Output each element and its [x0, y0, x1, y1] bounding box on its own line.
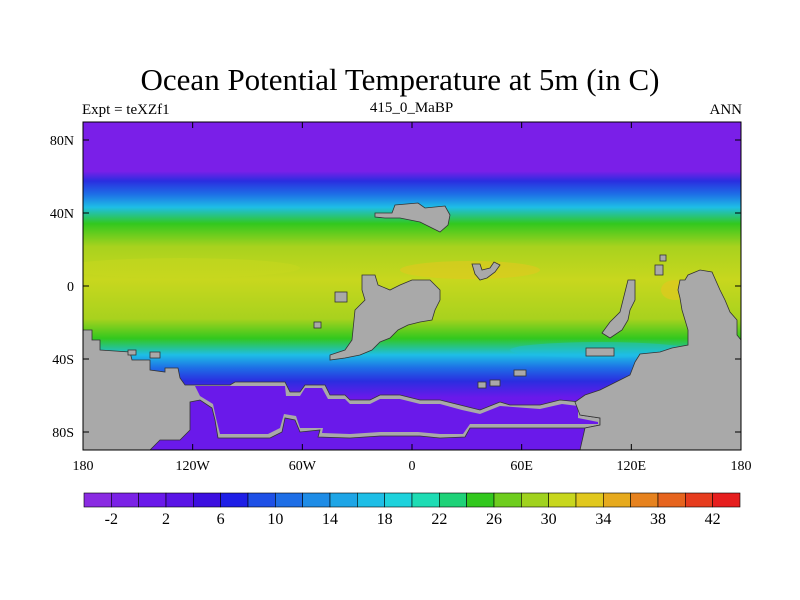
- season-label: ANN: [709, 102, 743, 118]
- colorbar-swatch: [384, 492, 413, 508]
- lon-tick-label: 120W: [176, 459, 211, 474]
- colorbar-swatch: [220, 492, 249, 508]
- colorbar-swatch: [712, 492, 741, 508]
- lat-axis: 80N 40N 0 40S 80S: [50, 134, 741, 441]
- polar-sea: [195, 386, 598, 434]
- colorbar-swatch: [275, 492, 303, 508]
- land-island: [585, 347, 615, 357]
- colorbar-swatch: [630, 492, 659, 508]
- colorbar-label: 6: [217, 511, 225, 528]
- lon-tick-label: 60W: [289, 459, 317, 474]
- colorbar-swatch: [165, 492, 194, 508]
- colorbar-swatch: [193, 492, 221, 508]
- lat-tick-label: 40S: [52, 353, 74, 368]
- land-north-continent: [374, 202, 451, 233]
- lon-tick-label: 60E: [510, 459, 533, 474]
- map-title: Ocean Potential Temperature at 5m (in C): [140, 62, 660, 97]
- colorbar-swatch: [493, 492, 522, 508]
- colorbar-label: 30: [541, 511, 557, 528]
- land-island: [313, 321, 322, 329]
- colorbar-swatch: [548, 492, 577, 508]
- colorbar: -2 2 6 10 14 18 22 26 30 34 38 42: [83, 492, 741, 528]
- warm-spot: [400, 261, 540, 279]
- colorbar-swatch: [603, 492, 631, 508]
- time-label: 415_0_MaBP: [369, 100, 454, 116]
- land-central-continent: [329, 274, 441, 361]
- colorbar-label: 26: [486, 511, 502, 528]
- colorbar-swatch: [685, 492, 713, 508]
- colorbar-swatch: [357, 492, 385, 508]
- colorbar-swatch: [657, 492, 686, 508]
- colorbar-swatch: [521, 492, 549, 508]
- land-island: [471, 261, 501, 281]
- colorbar-swatch: [575, 492, 604, 508]
- colorbar-swatch: [466, 492, 495, 508]
- lat-tick-label: 80S: [52, 426, 74, 441]
- colorbar-label: 2: [162, 511, 170, 528]
- colorbar-label: 18: [377, 511, 393, 528]
- colorbar-swatch: [111, 492, 139, 508]
- land-peninsula: [601, 279, 636, 339]
- colorbar-swatch: [247, 492, 276, 508]
- lat-tick-label: 80N: [50, 134, 74, 149]
- colorbar-label: 42: [705, 511, 721, 528]
- land-island: [654, 264, 664, 276]
- colorbar-swatch: [439, 492, 467, 508]
- map-content: [83, 202, 741, 450]
- land-east-continent: [574, 269, 741, 450]
- lon-axis: 180 120W 60W 0 60E 120E 180: [73, 122, 752, 474]
- land-island: [513, 369, 527, 377]
- warm-band-west: [83, 258, 300, 278]
- land-island: [489, 379, 501, 387]
- land-island: [659, 254, 667, 262]
- colorbar-swatch: [411, 492, 440, 508]
- colorbar-label: 22: [431, 511, 447, 528]
- land-island: [477, 381, 487, 389]
- lat-tick-label: 0: [67, 280, 74, 295]
- colorbar-label: 38: [650, 511, 666, 528]
- experiment-label: Expt = teXZf1: [82, 102, 170, 118]
- land-island: [127, 349, 137, 356]
- colorbar-swatch: [302, 492, 331, 508]
- colorbar-label: 34: [595, 511, 611, 528]
- colorbar-swatch: [138, 492, 167, 508]
- lon-tick-label: 180: [731, 459, 752, 474]
- colorbar-swatch: [83, 492, 112, 508]
- land-island: [334, 291, 348, 303]
- lon-tick-label: 120E: [617, 459, 647, 474]
- land-island: [149, 351, 161, 359]
- colorbar-swatch: [329, 492, 358, 508]
- colorbar-label: 14: [322, 511, 338, 528]
- lat-tick-label: 40N: [50, 207, 74, 222]
- lon-tick-label: 180: [73, 459, 94, 474]
- lon-tick-label: 0: [409, 459, 416, 474]
- colorbar-label: 10: [267, 511, 283, 528]
- colorbar-label: -2: [105, 511, 118, 528]
